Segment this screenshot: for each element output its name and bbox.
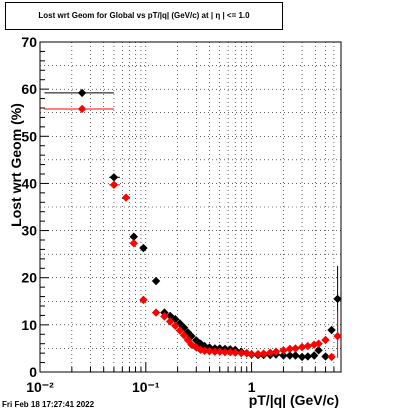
y-tick-label: 20 (21, 270, 37, 286)
data-point-red (151, 308, 161, 317)
timestamp: Fri Feb 18 17:27:41 2022 (2, 400, 95, 409)
data-point-red (259, 349, 268, 358)
data-point-red (279, 346, 288, 355)
data-point-red (291, 344, 300, 353)
data-point-red (327, 352, 336, 362)
data-point-black (321, 352, 330, 361)
data-point-red (121, 193, 131, 202)
data-point-red (200, 346, 209, 355)
data-point-red (247, 349, 256, 359)
data-point-red (205, 347, 214, 356)
data-point-black (303, 352, 313, 361)
data-point-red (314, 339, 323, 348)
x-tick-label: 1 (248, 379, 256, 395)
data-point-black (151, 276, 161, 286)
y-axis-label: Lost wrt Geom (%) (8, 103, 24, 227)
y-tick-label: 60 (21, 81, 37, 97)
data-point-red (160, 312, 169, 321)
y-tick-label: 10 (21, 317, 37, 333)
data-point-red (253, 349, 263, 359)
data-point-black (291, 351, 300, 360)
chart-title: Lost wrt Geom for Global vs pT/|q| (GeV/… (38, 11, 250, 20)
data-point-red (171, 321, 180, 330)
data-point-black (109, 173, 119, 182)
data-point-black (285, 351, 295, 360)
data-point-black (279, 351, 288, 360)
data-points (44, 88, 342, 362)
y-tick-label: 40 (21, 175, 37, 191)
data-point-red (220, 348, 230, 357)
axes: 0 10 20 30 40 50 60 70 10⁻² 10⁻¹ 1 (21, 34, 342, 395)
data-point-red (165, 317, 175, 326)
data-point-red (109, 180, 119, 190)
data-point-black (333, 294, 342, 304)
x-axis-label: pT/|q| (GeV/c) (249, 392, 339, 408)
data-point-red (175, 326, 185, 335)
data-point-black (297, 352, 307, 362)
data-point-black (77, 88, 87, 98)
data-point-red (271, 347, 281, 356)
data-point-red (237, 348, 246, 358)
data-point-black (309, 351, 319, 360)
data-point-black (327, 325, 336, 335)
data-point-black (165, 311, 175, 321)
data-point-red (139, 295, 148, 305)
grid-lines (40, 42, 341, 372)
data-point-red (129, 239, 138, 248)
chart-title-box: Lost wrt Geom for Global vs pT/|q| (GeV/… (5, 2, 283, 30)
data-point-black (139, 243, 148, 253)
data-point-red (179, 331, 189, 340)
data-point-red (297, 342, 307, 352)
y-tick-label: 70 (21, 34, 37, 50)
data-point-red (77, 104, 87, 114)
data-point-black (314, 346, 323, 355)
data-point-red (285, 344, 295, 354)
data-point-red (231, 348, 240, 357)
y-tick-label: 0 (29, 364, 37, 380)
data-point-black (129, 232, 138, 241)
data-point-red (210, 347, 220, 356)
plot-frame (39, 41, 342, 373)
x-tick-label: 10⁻² (26, 379, 54, 395)
data-point-red (303, 341, 313, 351)
data-point-red (321, 335, 330, 345)
y-tick-label: 30 (21, 223, 37, 239)
data-point-red (266, 348, 275, 357)
data-point-red (226, 348, 235, 357)
y-tick-label: 50 (21, 128, 37, 144)
data-point-red (215, 347, 224, 356)
x-tick-label: 10⁻¹ (132, 379, 160, 395)
data-point-red (333, 331, 342, 341)
